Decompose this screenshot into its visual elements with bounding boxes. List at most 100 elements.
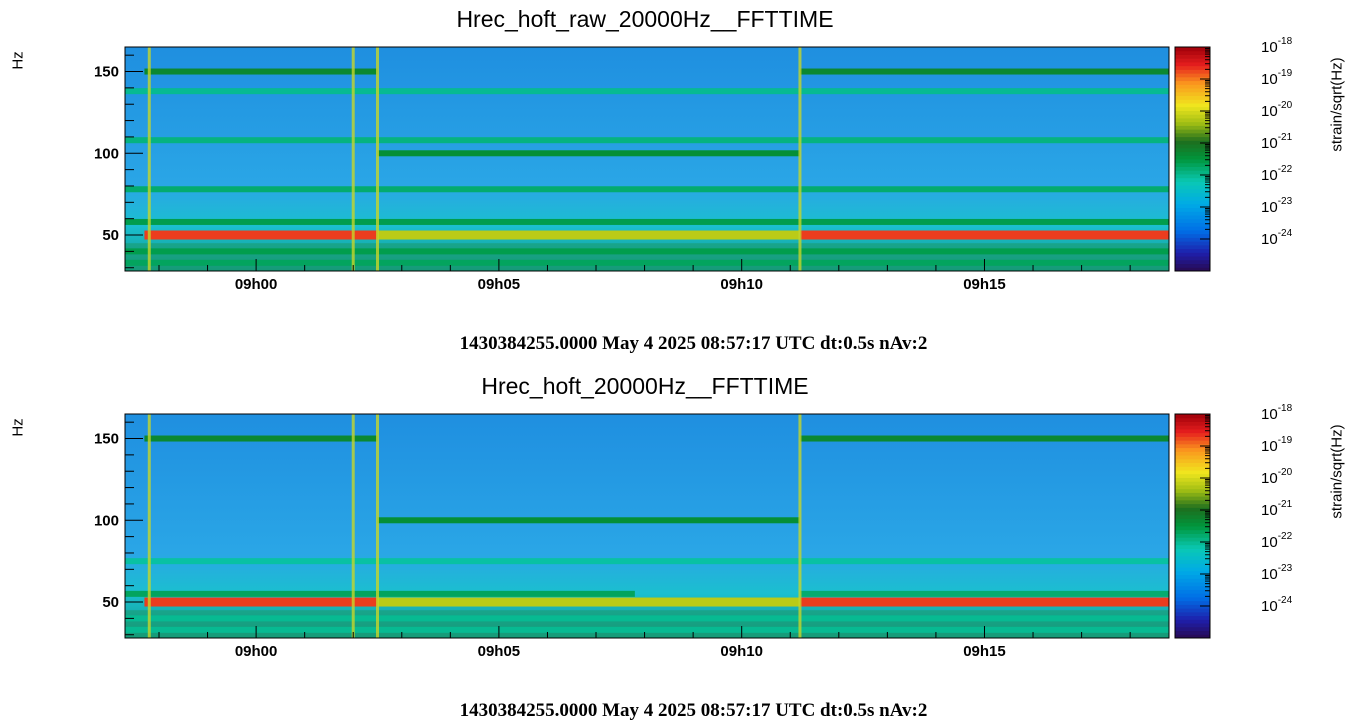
spectral-line-150hz	[799, 68, 1169, 75]
colorbar-tick-label: 10-21	[1261, 499, 1293, 519]
colorbar-segment	[1175, 241, 1210, 246]
colorbar-segment	[1175, 529, 1210, 534]
colorbar-tick-label: 10-18	[1261, 403, 1293, 423]
colorbar-tick-label: 10-19	[1261, 435, 1293, 455]
transient-line	[351, 414, 355, 638]
spectral-line-100hz	[377, 517, 800, 524]
colorbar-segment	[1175, 99, 1210, 104]
colorbar-segment	[1175, 537, 1210, 542]
colorbar-segment	[1175, 499, 1210, 505]
colorbar-segment	[1175, 170, 1210, 175]
colorbar-segment	[1175, 451, 1210, 456]
colorbar-segment	[1175, 574, 1210, 579]
spectral-line-108hz	[125, 137, 1169, 144]
y-tick-label: 150	[94, 64, 119, 81]
colorbar-segment	[1175, 634, 1210, 639]
colorbar-segment	[1175, 117, 1210, 123]
x-tick-label: 09h10	[720, 276, 763, 293]
colorbar-segment	[1175, 76, 1210, 82]
colorbar-segment	[1175, 229, 1210, 235]
colorbar-segment	[1175, 252, 1210, 257]
colorbar-segment	[1175, 514, 1210, 520]
x-tick-label: 09h00	[235, 643, 278, 660]
colorbar-segment	[1175, 596, 1210, 602]
colorbar-segment	[1175, 207, 1210, 212]
colorbar-segment	[1175, 215, 1210, 220]
colorbar-segment	[1175, 630, 1210, 635]
colorbar-segment	[1175, 162, 1210, 167]
colorbar-segment	[1175, 136, 1210, 141]
colorbar-segment	[1175, 73, 1210, 78]
spectrogram-plot: 50 100 150 09h00 09h05 09h10 09h15 10-18 10-19 10…	[94, 403, 1293, 660]
spectral-line-150hz	[799, 435, 1169, 442]
colorbar-segment	[1175, 470, 1210, 475]
colorbar-segment	[1175, 218, 1210, 223]
spectral-line-40hz	[125, 248, 1169, 255]
transient-line	[147, 414, 151, 638]
colorbar-segment	[1175, 481, 1210, 486]
colorbar-segment	[1175, 80, 1210, 85]
colorbar-segment	[1175, 608, 1210, 613]
spectral-line-55hz	[799, 590, 1169, 597]
transient-line	[376, 414, 380, 638]
colorbar-segment	[1175, 585, 1210, 590]
colorbar-segment	[1175, 540, 1210, 546]
colorbar-segment	[1175, 159, 1210, 164]
colorbar-segment	[1175, 263, 1210, 268]
colorbar-segment	[1175, 140, 1210, 145]
colorbar-segment	[1175, 526, 1210, 531]
spectral-line-58hz	[125, 218, 1169, 225]
colorbar-tick-label: 10-18	[1261, 36, 1293, 56]
colorbar-segment	[1175, 604, 1210, 609]
x-tick-label: 09h00	[235, 276, 278, 293]
colorbar-segment	[1175, 518, 1210, 523]
x-tick-label: 09h15	[963, 276, 1006, 293]
colorbar-frame	[1174, 413, 1211, 639]
colorbar-segment	[1175, 192, 1210, 197]
colorbar-segment	[1175, 61, 1210, 67]
colorbar-segment	[1175, 196, 1210, 201]
colorbar-segment	[1175, 466, 1210, 471]
transient-line	[376, 47, 380, 271]
spectral-line-150hz	[144, 435, 378, 442]
spectral-line-100hz	[377, 150, 800, 157]
colorbar-segment	[1175, 173, 1210, 179]
colorbar-segment	[1175, 259, 1210, 265]
colorbar-segment	[1175, 443, 1210, 449]
colorbar-segment	[1175, 185, 1210, 190]
chart-title: Hrec_hoft_20000Hz__FFTTIME	[481, 373, 809, 399]
spectral-line-55hz	[125, 590, 635, 597]
colorbar-tick-label: 10-22	[1261, 531, 1293, 551]
colorbar-segment	[1175, 54, 1210, 59]
x-tick-label: 09h15	[963, 643, 1006, 660]
colorbar-segment	[1175, 65, 1210, 70]
colorbar-segment	[1175, 455, 1210, 460]
colorbar-segment	[1175, 440, 1210, 445]
colorbar-segment	[1175, 248, 1210, 253]
transient-line	[351, 47, 355, 271]
colorbar-frame	[1174, 46, 1211, 272]
colorbar-segment	[1175, 432, 1210, 437]
y-tick-label: 50	[102, 594, 119, 611]
colorbar-segment	[1175, 548, 1210, 553]
colorbar-segment	[1175, 593, 1210, 598]
colorbar-segment	[1175, 425, 1210, 430]
spectral-line-78hz	[125, 186, 1169, 193]
colorbar-segment	[1175, 511, 1210, 516]
colorbar-segment	[1175, 447, 1210, 452]
spectrogram-plot: 50 100 150 09h00 09h05 09h10 09h15 10-18 10-19 10…	[94, 36, 1293, 293]
noise-floor-band	[125, 243, 1169, 271]
y-tick-label: 100	[94, 145, 119, 162]
colorbar-tick-label: 10-20	[1261, 100, 1293, 120]
colorbar-segment	[1175, 233, 1210, 238]
timestamp-footer: 1430384255.0000 May 4 2025 08:57:17 UTC …	[459, 700, 928, 721]
spectrogram-panel-hoft: Hrec_hoft_20000Hz__FFTTIME Hz strain/sqr…	[0, 367, 1357, 727]
spectral-line-40hz	[125, 615, 1169, 622]
colorbar-segment	[1175, 69, 1210, 74]
y-tick-label: 150	[94, 431, 119, 448]
colorbar-tick-label: 10-22	[1261, 164, 1293, 184]
colorbar-segment	[1175, 421, 1210, 426]
colorbar-segment	[1175, 522, 1210, 527]
colorbar-segment	[1175, 267, 1210, 272]
colorbar-segment	[1175, 552, 1210, 557]
